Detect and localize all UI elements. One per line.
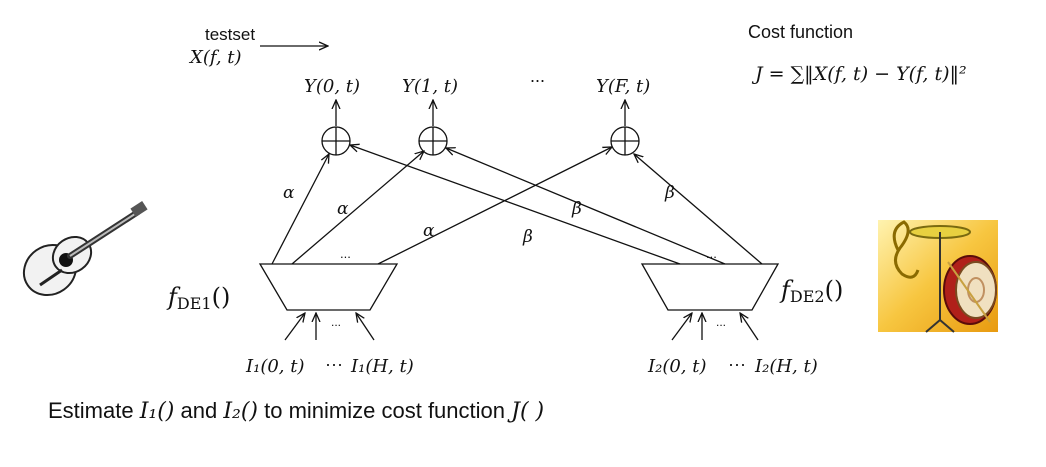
decoder-1-dots: ... — [340, 246, 351, 261]
output-ellipsis: ... — [530, 66, 545, 86]
beta-label-3: β — [522, 227, 533, 247]
cost-function-equation: J = ∑‖X(f, t) − Y(f, t)‖² — [751, 63, 967, 85]
de2-input-arrow-3 — [740, 313, 759, 341]
sum-node-y1 — [418, 126, 448, 156]
alpha-label-1: α — [283, 183, 295, 203]
decoder-1-block — [258, 263, 399, 311]
de1-input-dots: ... — [331, 315, 341, 329]
de1-input-arrow-3 — [356, 313, 375, 341]
de2-to-y0-line — [350, 145, 681, 265]
output-yF-label: Y(F, t) — [596, 76, 650, 97]
i2-end-label: I₂(H, t) — [754, 356, 818, 377]
i2-dots-label: ··· — [728, 354, 746, 374]
decoder-2-dots: ... — [706, 246, 717, 261]
beta-label-1: β — [571, 199, 582, 219]
i1-start-label: I₁(0, t) — [245, 356, 305, 377]
caption: Estimate I₁() and I₂() to minimize cost … — [48, 398, 544, 424]
de2-to-y1-line — [446, 148, 726, 265]
output-y0-label: Y(0, t) — [304, 76, 360, 97]
de2-to-yF-line — [634, 154, 763, 265]
beta-label-2: β — [664, 183, 675, 203]
cost-function-title: Cost function — [748, 22, 853, 42]
i1-end-label: I₁(H, t) — [350, 356, 414, 377]
output-y1-label: Y(1, t) — [402, 76, 458, 97]
alpha-label-3: α — [423, 221, 435, 241]
drum-cymbal-icon — [878, 220, 998, 333]
de1-to-y1-line — [291, 151, 424, 265]
testset-label: testset — [205, 25, 255, 44]
sum-node-y0 — [321, 126, 351, 156]
decoder-1-label: fDE1() — [166, 283, 230, 313]
de2-input-arrow-1 — [671, 313, 692, 341]
guitar-icon — [22, 200, 148, 297]
decoder-2-label: fDE2() — [779, 276, 843, 306]
decoder-2-block — [640, 263, 780, 311]
i2-start-label: I₂(0, t) — [647, 356, 707, 377]
de2-input-dots: ... — [716, 315, 726, 329]
de1-to-yF-line — [377, 147, 612, 265]
testset-signal: X(f, t) — [188, 47, 242, 68]
sum-node-yF — [610, 126, 640, 156]
i1-dots-label: ··· — [325, 354, 343, 374]
alpha-label-2: α — [337, 199, 349, 219]
de1-input-arrow-1 — [284, 313, 305, 341]
de1-to-y0-line — [271, 154, 329, 265]
